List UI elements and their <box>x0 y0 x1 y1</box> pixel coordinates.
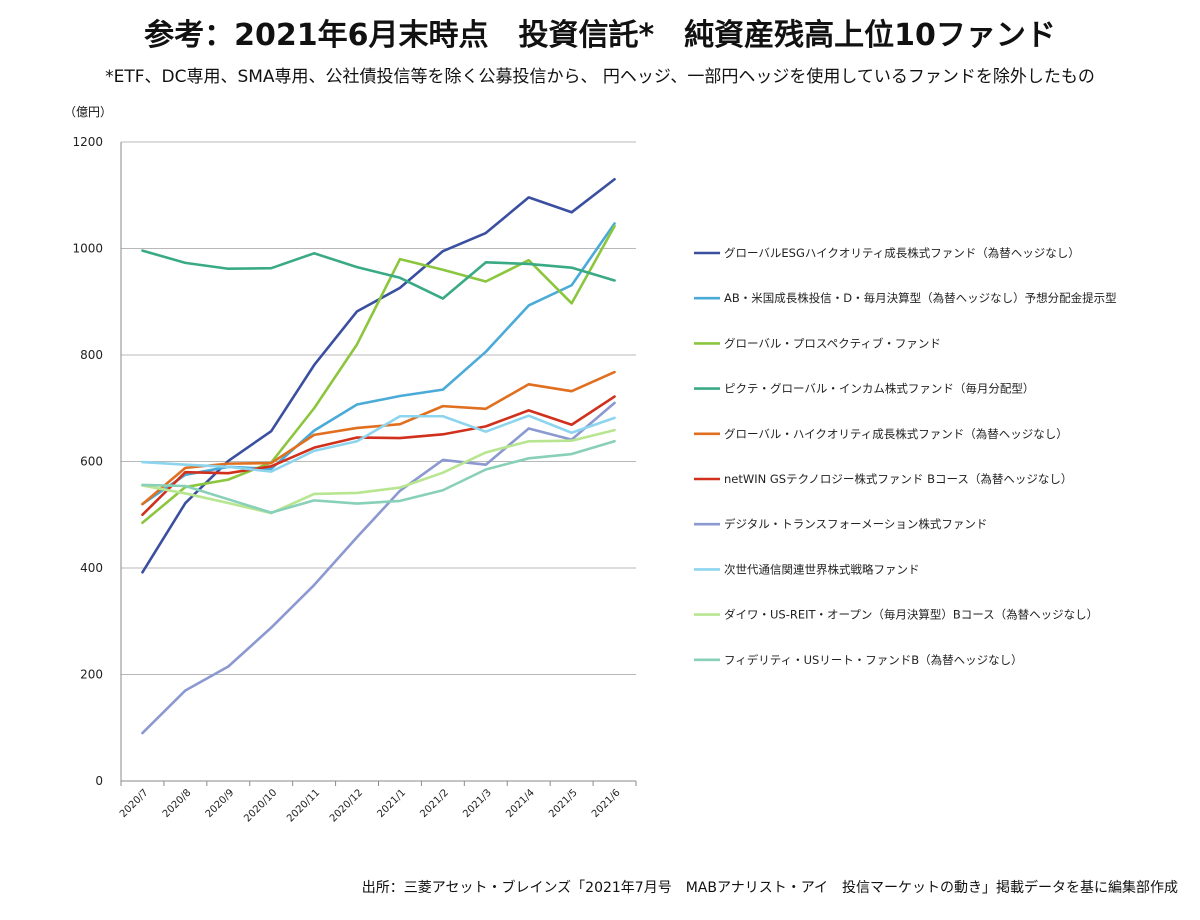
x-tick-label: 2020/12 <box>328 787 365 824</box>
x-tick-label: 2021/6 <box>590 787 623 820</box>
x-tick-label: 2020/8 <box>161 787 194 820</box>
chart-title: 参考：2021年6月末時点 投資信託* 純資産残高上位10ファンド <box>144 18 1056 53</box>
y-axis-ticks: 0 200 400 600 800 1000 1200 <box>72 135 103 788</box>
legend-label: グローバル・プロスペクティブ・ファンド <box>724 336 941 350</box>
x-tick-label: 2021/4 <box>504 787 537 820</box>
source-note: 出所：三菱アセット・ブレインズ「2021年7月号 MABアナリスト・アイ 投信マ… <box>361 880 1178 896</box>
y-tick-label: 800 <box>80 348 103 362</box>
legend-label: グローバル・ハイクオリティ成長株式ファンド（為替ヘッジなし） <box>724 427 1068 441</box>
x-axis-ticks: 2020/7 2020/8 2020/9 2020/10 2020/11 2020/12 2… <box>118 781 637 824</box>
series-line-3 <box>141 224 616 525</box>
series-line-2 <box>141 222 616 506</box>
series-line-6 <box>141 395 616 517</box>
series-line-8 <box>141 414 616 473</box>
y-tick-label: 0 <box>95 774 103 788</box>
x-tick-label: 2021/3 <box>461 787 494 820</box>
legend-label: ピクテ・グローバル・インカム株式ファンド（毎月分配型） <box>724 382 1034 396</box>
legend: グローバルESGハイクオリティ成長株式ファンド（為替ヘッジなし） AB・米国成長株… <box>694 246 1117 667</box>
series-line-4 <box>141 249 616 300</box>
x-tick-label: 2021/5 <box>547 787 580 820</box>
series-line-10 <box>141 439 616 514</box>
y-tick-label: 1200 <box>72 135 103 149</box>
y-tick-label: 400 <box>80 561 103 575</box>
series-line-5 <box>141 370 616 506</box>
legend-label: 次世代通信関連世界株式戦略ファンド <box>724 562 920 576</box>
legend-label: ダイワ・US-REIT・オープン（毎月決算型）Bコース（為替ヘッジなし） <box>724 608 1098 622</box>
x-tick-label: 2020/10 <box>242 787 279 824</box>
series-line-9 <box>141 428 616 515</box>
legend-label: デジタル・トランスフォーメーション株式ファンド <box>724 517 987 531</box>
x-tick-label: 2021/2 <box>418 787 451 820</box>
x-tick-label: 2021/1 <box>375 787 408 820</box>
line-chart: 0 200 400 600 800 1000 1200 2020/7 2020/8 2020/9… <box>72 135 1117 824</box>
legend-label: netWIN GSテクノロジー株式ファンド Bコース（為替ヘッジなし） <box>724 472 1072 486</box>
legend-label: AB・米国成長株投信・D・毎月決算型（為替ヘッジなし）予想分配金提示型 <box>724 291 1117 305</box>
series-lines <box>141 177 616 735</box>
series-line-7 <box>141 401 616 735</box>
legend-label: フィデリティ・USリート・ファンドB（為替ヘッジなし） <box>724 653 1023 667</box>
y-tick-label: 600 <box>80 455 103 469</box>
x-tick-label: 2020/9 <box>204 787 237 820</box>
y-tick-label: 1000 <box>72 242 103 256</box>
gridlines <box>120 141 636 782</box>
x-tick-label: 2020/7 <box>118 787 151 820</box>
legend-label: グローバルESGハイクオリティ成長株式ファンド（為替ヘッジなし） <box>724 246 1080 260</box>
y-axis-unit-label: （億円） <box>64 105 113 119</box>
chart-subtitle: *ETF、DC専用、SMA専用、公社債投信等を除く公募投信から、 円ヘッジ、一部… <box>105 67 1095 87</box>
x-tick-label: 2020/11 <box>285 787 322 824</box>
y-tick-label: 200 <box>80 668 103 682</box>
